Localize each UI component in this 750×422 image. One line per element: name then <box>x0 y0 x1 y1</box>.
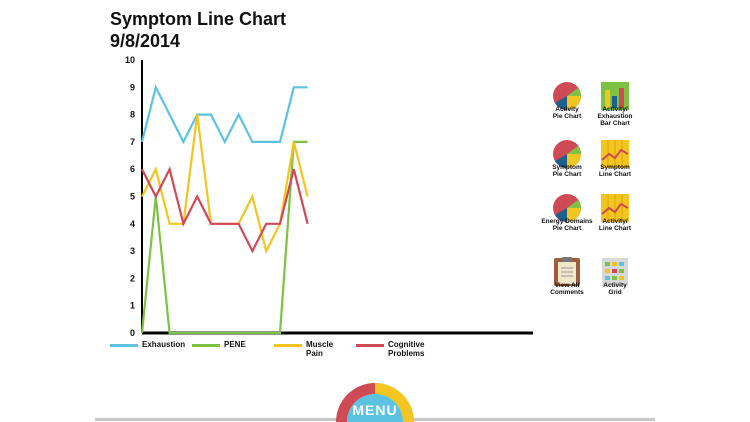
button-label: Activity Grid <box>603 282 627 296</box>
y-tick-label: 5 <box>130 192 135 202</box>
chart-date: 9/8/2014 <box>110 31 181 51</box>
legend-swatch <box>110 344 138 347</box>
legend-label: Muscle Pain <box>306 340 334 358</box>
legend-swatch <box>356 344 384 347</box>
series-line-0 <box>140 84 308 145</box>
y-tick-label: 2 <box>130 273 135 283</box>
symptom-line-chart-button[interactable]: Symptom Line Chart <box>593 138 637 196</box>
y-tick-label: 0 <box>130 328 135 338</box>
activity-exhaustion-bar-chart-button[interactable]: Activity/ Exhaustion Bar Chart <box>593 80 637 138</box>
line-chart-icon <box>601 140 629 168</box>
bar-chart-icon <box>601 82 629 110</box>
button-label: Activity/ Exhaustion Bar Chart <box>597 106 633 127</box>
button-label: Energy Domains Pie Chart <box>541 218 593 232</box>
y-tick-label: 10 <box>125 55 135 65</box>
legend-label: PENE <box>224 340 246 349</box>
y-tick-label: 3 <box>130 246 135 256</box>
activity-pie-chart-button[interactable]: Activity Pie Chart <box>545 80 589 138</box>
line-chart-icon <box>601 194 629 222</box>
chart-title: Symptom Line Chart <box>110 9 287 29</box>
clipboard-icon <box>554 257 580 286</box>
grid-icon <box>602 258 628 286</box>
menu-button[interactable] <box>332 380 418 422</box>
y-tick-label: 7 <box>130 137 135 147</box>
legend-swatch <box>274 344 302 347</box>
button-label: Activity Pie Chart <box>552 106 582 120</box>
button-label: Activity/ Line Chart <box>598 218 632 232</box>
symptom-pie-chart-button[interactable]: Symptom Pie Chart <box>545 138 589 196</box>
pie-chart-icon <box>553 140 581 168</box>
button-label: Symptom Line Chart <box>598 164 632 178</box>
button-label: Symptom Pie Chart <box>552 164 582 178</box>
legend-label: Cognitive Problems <box>388 340 425 358</box>
y-tick-label: 8 <box>130 110 135 120</box>
pie-chart-icon <box>553 82 581 110</box>
pie-chart-icon <box>553 194 581 222</box>
menu-label: MENU <box>352 402 398 418</box>
y-tick-label: 1 <box>130 301 135 311</box>
energy-domains-pie-chart-button[interactable]: Energy Domains Pie Chart <box>541 192 593 250</box>
line-chart: 0 1 2 3 4 5 6 7 8 9 10 <box>125 55 533 338</box>
button-label: View All Comments <box>550 282 584 296</box>
activity-line-chart-button[interactable]: Activity/ Line Chart <box>593 192 637 250</box>
series-line-1 <box>140 140 308 335</box>
legend-swatch <box>192 344 220 347</box>
legend-label: Exhaustion <box>142 340 186 349</box>
activity-grid-button[interactable]: Activity Grid <box>593 256 637 314</box>
y-tick-label: 9 <box>130 82 135 92</box>
view-all-comments-button[interactable]: View All Comments <box>545 256 589 314</box>
y-tick-label: 4 <box>130 219 135 229</box>
y-tick-label: 6 <box>130 164 135 174</box>
